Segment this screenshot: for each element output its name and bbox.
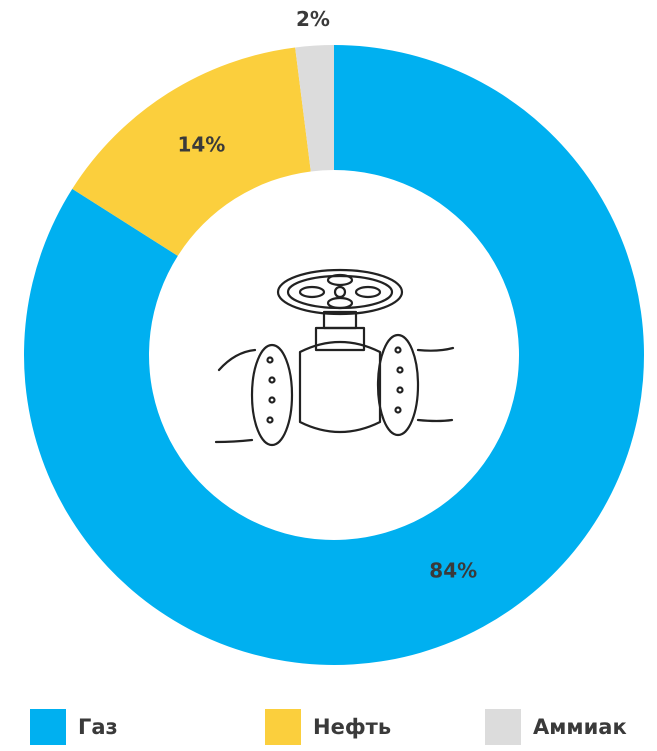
slices bbox=[24, 45, 645, 665]
slice bbox=[72, 47, 311, 256]
value-label: 84% bbox=[429, 558, 477, 582]
value-label: 14% bbox=[177, 133, 225, 157]
legend-label: Нефть bbox=[313, 715, 391, 739]
valve-icon bbox=[214, 268, 455, 447]
value-label: 2% bbox=[296, 7, 330, 31]
legend-swatch bbox=[485, 709, 521, 745]
slice bbox=[24, 45, 645, 665]
legend: Газ Нефть Аммиак bbox=[30, 709, 627, 745]
legend-swatch bbox=[30, 709, 66, 745]
legend-label: Аммиак bbox=[533, 715, 627, 739]
legend-swatch bbox=[265, 709, 301, 745]
slice bbox=[295, 45, 334, 172]
legend-label: Газ bbox=[78, 715, 118, 739]
